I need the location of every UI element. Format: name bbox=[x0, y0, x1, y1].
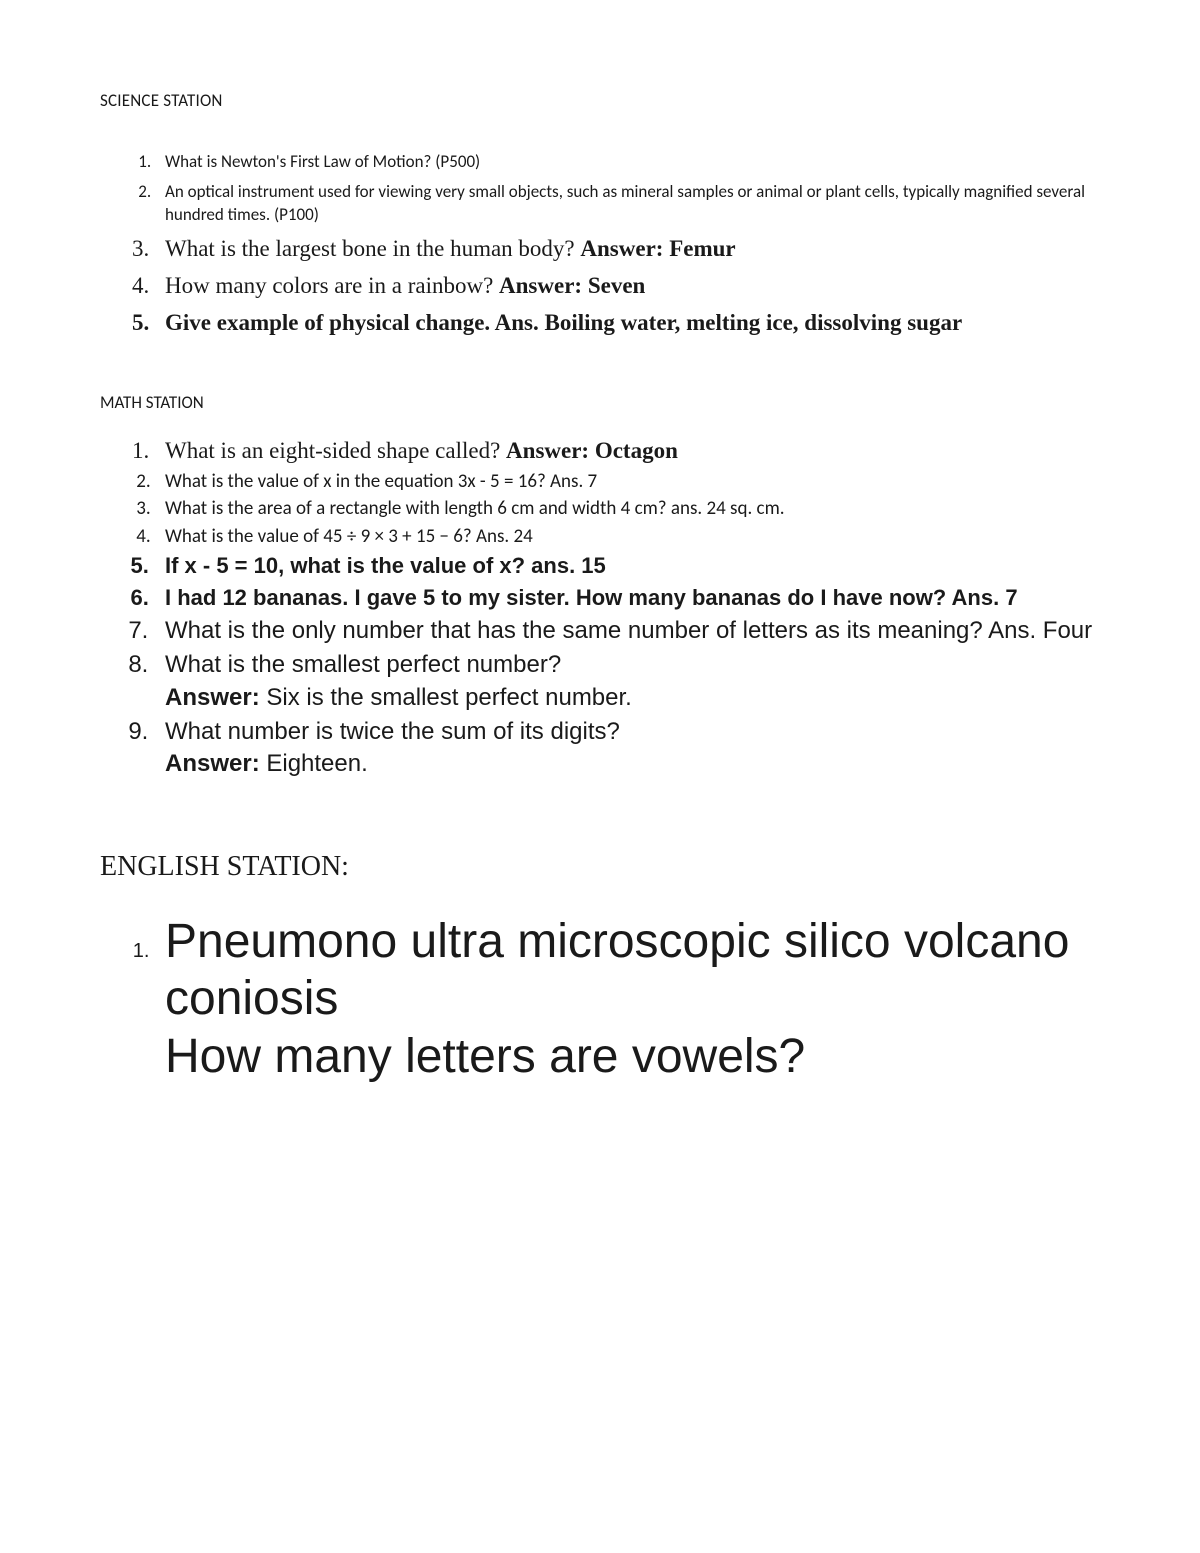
list-item: How many colors are in a rainbow? Answer… bbox=[155, 271, 1100, 301]
answer-text: Six is the smallest perfect number. bbox=[260, 684, 632, 711]
math-list: What is an eight-sided shape called? Ans… bbox=[100, 435, 1100, 780]
answer-text: Answer: Octagon bbox=[506, 438, 678, 463]
list-item: What number is twice the sum of its digi… bbox=[155, 716, 1100, 781]
list-item: An optical instrument used for viewing v… bbox=[155, 181, 1100, 227]
question-text: What number is twice the sum of its digi… bbox=[165, 718, 620, 745]
answer-text: Answer: Femur bbox=[580, 236, 735, 261]
list-item: What is the value of 45 ÷ 9 × 3 + 15 − 6… bbox=[155, 524, 1100, 550]
question-text: How many colors are in a rainbow? bbox=[165, 273, 499, 298]
list-item: What is the value of x in the equation 3… bbox=[155, 469, 1100, 495]
list-item: What is the largest bone in the human bo… bbox=[155, 234, 1100, 264]
science-list: What is Newton's First Law of Motion? (P… bbox=[100, 151, 1100, 337]
question-text: What is an eight-sided shape called? bbox=[165, 438, 506, 463]
english-list: Pneumono ultra microscopic silico volcan… bbox=[100, 913, 1100, 1086]
list-item: What is an eight-sided shape called? Ans… bbox=[155, 435, 1100, 466]
question-text: How many letters are vowels? bbox=[165, 1030, 805, 1083]
word-text: Pneumono ultra microscopic silico volcan… bbox=[165, 915, 1069, 1026]
question-text: What is the largest bone in the human bo… bbox=[165, 236, 580, 261]
list-item: Give example of physical change. Ans. Bo… bbox=[155, 308, 1100, 338]
list-item: What is Newton's First Law of Motion? (P… bbox=[155, 151, 1100, 174]
english-heading: ENGLISH STATION: bbox=[100, 851, 1100, 883]
list-item: If x - 5 = 10, what is the value of x? a… bbox=[155, 551, 1100, 581]
list-item: What is the area of a rectangle with len… bbox=[155, 496, 1100, 522]
list-item: I had 12 bananas. I gave 5 to my sister.… bbox=[155, 583, 1100, 613]
list-item: What is the only number that has the sam… bbox=[155, 615, 1100, 647]
answer-label: Answer: bbox=[165, 750, 260, 777]
list-item: What is the smallest perfect number? Ans… bbox=[155, 649, 1100, 714]
answer-text: Eighteen. bbox=[260, 750, 368, 777]
question-text: What is the smallest perfect number? bbox=[165, 651, 561, 678]
list-item: Pneumono ultra microscopic silico volcan… bbox=[155, 913, 1100, 1086]
answer-label: Answer: bbox=[165, 684, 260, 711]
math-heading: MATH STATION bbox=[100, 392, 1100, 413]
answer-text: Answer: Seven bbox=[499, 273, 645, 298]
science-heading: SCIENCE STATION bbox=[100, 90, 1100, 111]
